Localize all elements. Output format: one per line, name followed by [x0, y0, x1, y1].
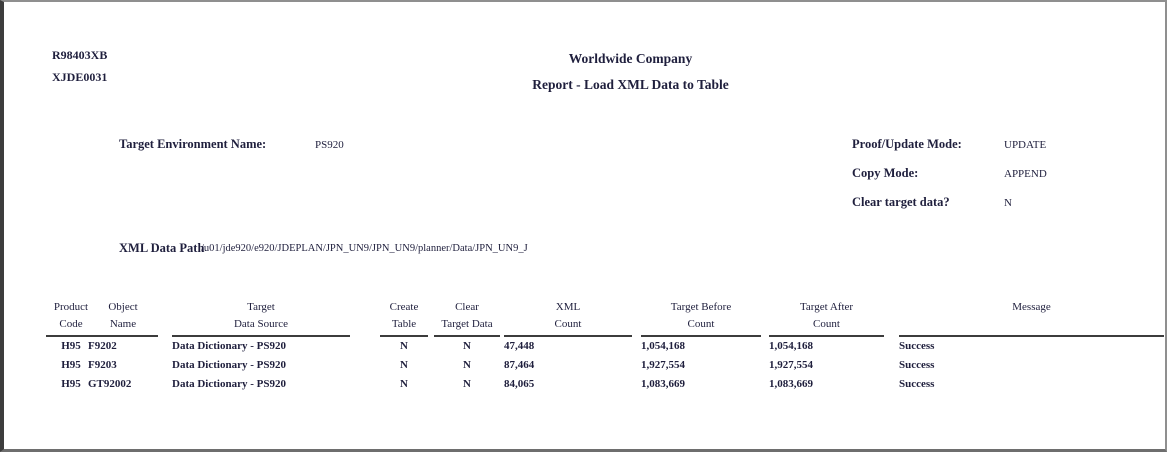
cell: H95 — [61, 340, 81, 352]
proof-update-mode-value: UPDATE — [1004, 139, 1047, 151]
column-header: Target Data — [441, 318, 493, 330]
company-name: Worldwide Company — [568, 51, 693, 66]
clear-target-data-label: Clear target data? — [852, 195, 950, 209]
column-header: Product — [53, 301, 89, 313]
column-header: Target — [247, 301, 275, 313]
cell: 1,083,669 — [769, 378, 813, 390]
cell: 1,054,168 — [641, 340, 685, 352]
cell: N — [463, 359, 471, 371]
column-header: Data Source — [233, 318, 289, 330]
column-message: Message Success Success Success — [899, 298, 1164, 394]
column-clear-target-data: Clear Target Data N N N — [434, 298, 500, 394]
cell: F9202 — [88, 340, 117, 352]
report-id: R98403XB — [52, 48, 108, 62]
column-header: Count — [813, 318, 840, 330]
cell: Data Dictionary - PS920 — [172, 378, 286, 390]
header-rule — [172, 335, 350, 337]
report-title: Report - Load XML Data to Table — [532, 77, 729, 92]
column-header: Count — [554, 318, 582, 330]
cell: N — [400, 378, 408, 390]
report-page: R98403XB XJDE0031 Worldwide Company Repo… — [0, 0, 1167, 452]
column-header: Object — [108, 301, 138, 313]
column-header: Code — [59, 318, 83, 330]
header-rule — [380, 335, 428, 337]
column-header — [899, 317, 1164, 333]
column-header: Count — [687, 318, 715, 330]
cell: 84,065 — [504, 378, 535, 390]
column-header: Target After — [799, 301, 854, 313]
xml-data-path-value: /u01/jde920/e920/JDEPLAN/JPN_UN9/JPN_UN9… — [201, 243, 528, 254]
clear-target-data-value: N — [1004, 197, 1012, 209]
header-rule — [899, 335, 1164, 337]
cell: Success — [899, 378, 935, 390]
column-target-before-count: Target Before Count 1,054,168 1,927,554 … — [641, 298, 761, 394]
proof-update-mode-label: Proof/Update Mode: — [852, 137, 962, 151]
cell: Success — [899, 340, 935, 352]
cell: N — [463, 378, 471, 390]
header-rule — [641, 335, 761, 337]
header-rule — [504, 335, 632, 337]
cell: N — [463, 340, 471, 352]
cell: Data Dictionary - PS920 — [172, 340, 286, 352]
column-header: Clear — [455, 301, 479, 313]
header-rule — [46, 335, 96, 337]
copy-mode-label: Copy Mode: — [852, 166, 919, 180]
cell: 47,448 — [504, 340, 535, 352]
cell: 1,054,168 — [769, 340, 813, 352]
cell: GT92002 — [88, 378, 132, 390]
cell: H95 — [61, 359, 81, 371]
cell: Success — [899, 359, 935, 371]
cell: F9203 — [88, 359, 117, 371]
column-header: Table — [391, 318, 417, 330]
cell: Data Dictionary - PS920 — [172, 359, 286, 371]
target-environment-value: PS920 — [315, 139, 344, 151]
column-xml-count: XML Count 47,448 87,464 84,065 — [504, 298, 632, 394]
column-header: XML — [555, 301, 581, 313]
header-rule — [769, 335, 884, 337]
column-header: Message — [1012, 301, 1051, 313]
column-product-code: Product Code H95 H95 H95 — [46, 298, 96, 394]
cell: H95 — [61, 378, 81, 390]
cell: 87,464 — [504, 359, 535, 371]
cell: N — [400, 359, 408, 371]
cell: 1,083,669 — [641, 378, 685, 390]
column-create-table: Create Table N N N — [380, 298, 428, 394]
cell: 1,927,554 — [769, 359, 813, 371]
column-target-data-source: Target Data Source Data Dictionary - PS9… — [172, 298, 350, 394]
header-rule — [434, 335, 500, 337]
target-environment-label: Target Environment Name: — [119, 137, 267, 151]
cell: 1,927,554 — [641, 359, 685, 371]
column-header: Name — [109, 318, 137, 330]
header-rule — [88, 335, 158, 337]
xml-data-path-label: XML Data Path — [119, 241, 205, 255]
copy-mode-value: APPEND — [1004, 168, 1047, 180]
column-header: Create — [389, 301, 419, 313]
column-object-name: Object Name F9202 F9203 GT92002 — [88, 298, 158, 394]
column-target-after-count: Target After Count 1,054,168 1,927,554 1… — [769, 298, 884, 394]
report-version-id: XJDE0031 — [52, 70, 108, 84]
column-header: Target Before — [670, 301, 732, 313]
cell: N — [400, 340, 408, 352]
